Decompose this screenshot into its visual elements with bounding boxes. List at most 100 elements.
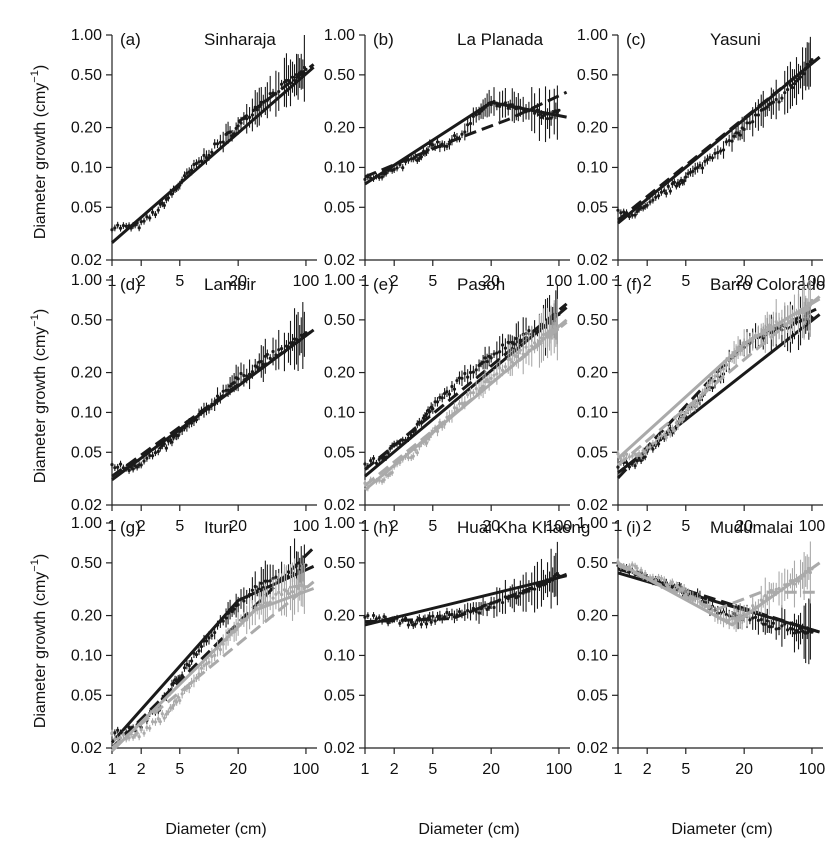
y-tick-label: 0.50 bbox=[577, 312, 608, 329]
data-point bbox=[788, 83, 793, 87]
data-point bbox=[780, 624, 784, 628]
y-axis-title-superscript: −1 bbox=[29, 314, 41, 327]
x-tick-label: 2 bbox=[390, 273, 399, 290]
data-point bbox=[121, 223, 125, 228]
data-point bbox=[277, 348, 281, 352]
x-tick-label: 2 bbox=[643, 518, 652, 535]
panel-title: Lambir bbox=[204, 275, 256, 294]
data-point bbox=[371, 456, 376, 461]
data-point bbox=[460, 376, 464, 380]
data-point bbox=[187, 663, 191, 668]
data-point bbox=[635, 454, 639, 458]
data-point bbox=[428, 410, 432, 414]
data-point bbox=[792, 582, 797, 586]
data-point bbox=[466, 393, 470, 397]
y-tick-label: 0.05 bbox=[577, 444, 608, 461]
panel-title: Pasoh bbox=[457, 275, 505, 294]
data-point bbox=[633, 464, 637, 468]
panel-title: Barro Colorado bbox=[710, 275, 825, 294]
data-point bbox=[745, 343, 749, 347]
data-point bbox=[730, 139, 734, 143]
data-point bbox=[369, 458, 373, 463]
data-point bbox=[158, 446, 162, 450]
data-point bbox=[713, 374, 717, 378]
data-point bbox=[763, 594, 767, 598]
data-point bbox=[166, 196, 170, 200]
series-black bbox=[110, 538, 315, 750]
panel-label: (b) bbox=[373, 30, 394, 49]
data-point bbox=[239, 371, 243, 376]
data-point bbox=[645, 203, 649, 207]
x-axis-title-col1: Diameter (cm) bbox=[165, 821, 266, 838]
data-point bbox=[202, 153, 206, 157]
x-tick-label: 5 bbox=[428, 273, 437, 290]
y-tick-label: 0.50 bbox=[324, 67, 355, 84]
data-point bbox=[761, 336, 765, 340]
data-point bbox=[142, 219, 146, 223]
x-tick-label: 20 bbox=[482, 518, 500, 535]
data-point bbox=[693, 167, 697, 171]
data-point bbox=[516, 594, 520, 598]
data-point bbox=[363, 177, 367, 181]
data-point bbox=[727, 138, 731, 143]
data-point bbox=[684, 175, 688, 179]
data-point bbox=[268, 356, 272, 360]
data-point bbox=[279, 347, 284, 351]
data-point bbox=[674, 184, 678, 188]
panel-title: La Planada bbox=[457, 30, 544, 49]
series-gray bbox=[363, 298, 568, 492]
x-tick-label: 100 bbox=[799, 518, 826, 535]
data-point bbox=[503, 365, 507, 369]
data-point bbox=[431, 143, 435, 147]
data-point bbox=[732, 616, 736, 620]
data-point bbox=[624, 452, 629, 456]
y-tick-label: 1.00 bbox=[71, 272, 102, 289]
y-tick-label: 1.00 bbox=[324, 515, 355, 532]
data-point bbox=[139, 728, 143, 732]
data-point bbox=[792, 631, 797, 635]
data-point bbox=[160, 201, 164, 205]
y-axis-title-row3: Diameter growth (cmy−1) bbox=[29, 554, 49, 728]
data-point bbox=[153, 212, 158, 217]
x-tick-label: 20 bbox=[229, 273, 247, 290]
data-point bbox=[468, 121, 473, 126]
data-point bbox=[424, 441, 429, 445]
data-point bbox=[654, 195, 658, 199]
data-point bbox=[274, 592, 278, 596]
data-point bbox=[651, 441, 655, 446]
data-point bbox=[265, 579, 269, 583]
data-point bbox=[435, 400, 440, 404]
data-point bbox=[774, 319, 778, 324]
data-point bbox=[380, 175, 384, 179]
data-point bbox=[447, 392, 452, 396]
data-point bbox=[232, 380, 236, 385]
data-point bbox=[664, 583, 668, 587]
data-point bbox=[116, 465, 120, 469]
x-tick-label: 20 bbox=[735, 761, 753, 778]
data-point bbox=[148, 453, 152, 458]
data-point bbox=[230, 609, 234, 614]
data-point bbox=[207, 636, 211, 640]
y-tick-label: 0.10 bbox=[71, 647, 102, 664]
data-point bbox=[703, 159, 707, 163]
data-point bbox=[259, 581, 263, 585]
data-point bbox=[127, 468, 131, 473]
data-point bbox=[510, 360, 514, 364]
data-point bbox=[710, 386, 715, 390]
data-point bbox=[215, 142, 220, 146]
data-point bbox=[639, 454, 643, 458]
y-axis-title-text: Diameter growth (cmy bbox=[32, 572, 49, 728]
y-axis-title-close: ) bbox=[32, 309, 49, 314]
data-point bbox=[518, 591, 522, 595]
y-tick-label: 0.05 bbox=[577, 199, 608, 216]
data-point bbox=[171, 681, 176, 685]
y-tick-label: 0.10 bbox=[324, 647, 355, 664]
panel-title: Yasuni bbox=[710, 30, 761, 49]
data-point bbox=[137, 735, 141, 739]
data-point bbox=[438, 614, 442, 618]
data-point bbox=[555, 111, 559, 115]
data-point bbox=[495, 351, 499, 355]
x-tick-label: 5 bbox=[428, 518, 437, 535]
data-point bbox=[145, 215, 149, 219]
